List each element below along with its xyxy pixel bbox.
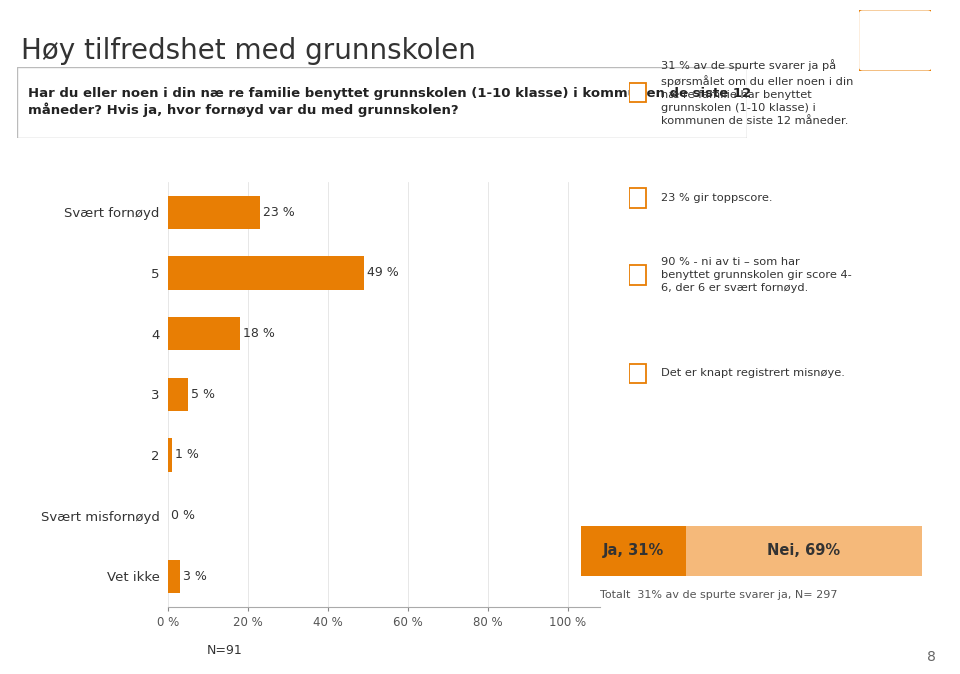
Text: Ja, 31%: Ja, 31% — [603, 543, 664, 559]
Bar — [629, 363, 646, 383]
Bar — [686, 526, 922, 576]
Bar — [629, 83, 646, 102]
Text: Høy tilfredshet med grunnskolen: Høy tilfredshet med grunnskolen — [21, 37, 476, 65]
Bar — [629, 188, 646, 208]
Text: Totalt  31% av de spurte svarer ja, N= 297: Totalt 31% av de spurte svarer ja, N= 29… — [600, 590, 837, 600]
Bar — [168, 559, 180, 593]
Text: Har du eller noen i din næ re familie benyttet grunnskolen (1-10 klasse) i kommu: Har du eller noen i din næ re familie be… — [28, 87, 752, 117]
Text: 5 %: 5 % — [191, 388, 215, 401]
Bar — [168, 317, 240, 350]
FancyBboxPatch shape — [857, 8, 933, 73]
Text: 23 %: 23 % — [263, 206, 295, 219]
Text: Det er knapt registrert misnøye.: Det er knapt registrert misnøye. — [660, 368, 845, 378]
Bar — [581, 526, 686, 576]
Text: 18 %: 18 % — [243, 327, 276, 340]
Text: 90 % - ni av ti – som har
benyttet grunnskolen gir score 4-
6, der 6 er svært fo: 90 % - ni av ti – som har benyttet grunn… — [660, 257, 852, 293]
Text: 8: 8 — [927, 650, 936, 664]
Bar — [168, 438, 172, 472]
Text: 23 % gir toppscore.: 23 % gir toppscore. — [660, 193, 773, 203]
Text: 31 % av de spurte svarer ja på
spørsmålet om du eller noen i din
næ re familie h: 31 % av de spurte svarer ja på spørsmåle… — [660, 59, 853, 127]
Bar — [168, 195, 260, 229]
Text: 49 %: 49 % — [367, 266, 399, 280]
Text: 1 %: 1 % — [175, 448, 199, 462]
Bar — [168, 377, 188, 411]
Text: 3 %: 3 % — [183, 570, 207, 583]
Text: N=91: N=91 — [206, 644, 242, 656]
Text: Nei, 69%: Nei, 69% — [767, 543, 841, 559]
Bar — [629, 266, 646, 284]
Bar — [168, 256, 364, 290]
Text: 0 %: 0 % — [171, 509, 195, 522]
